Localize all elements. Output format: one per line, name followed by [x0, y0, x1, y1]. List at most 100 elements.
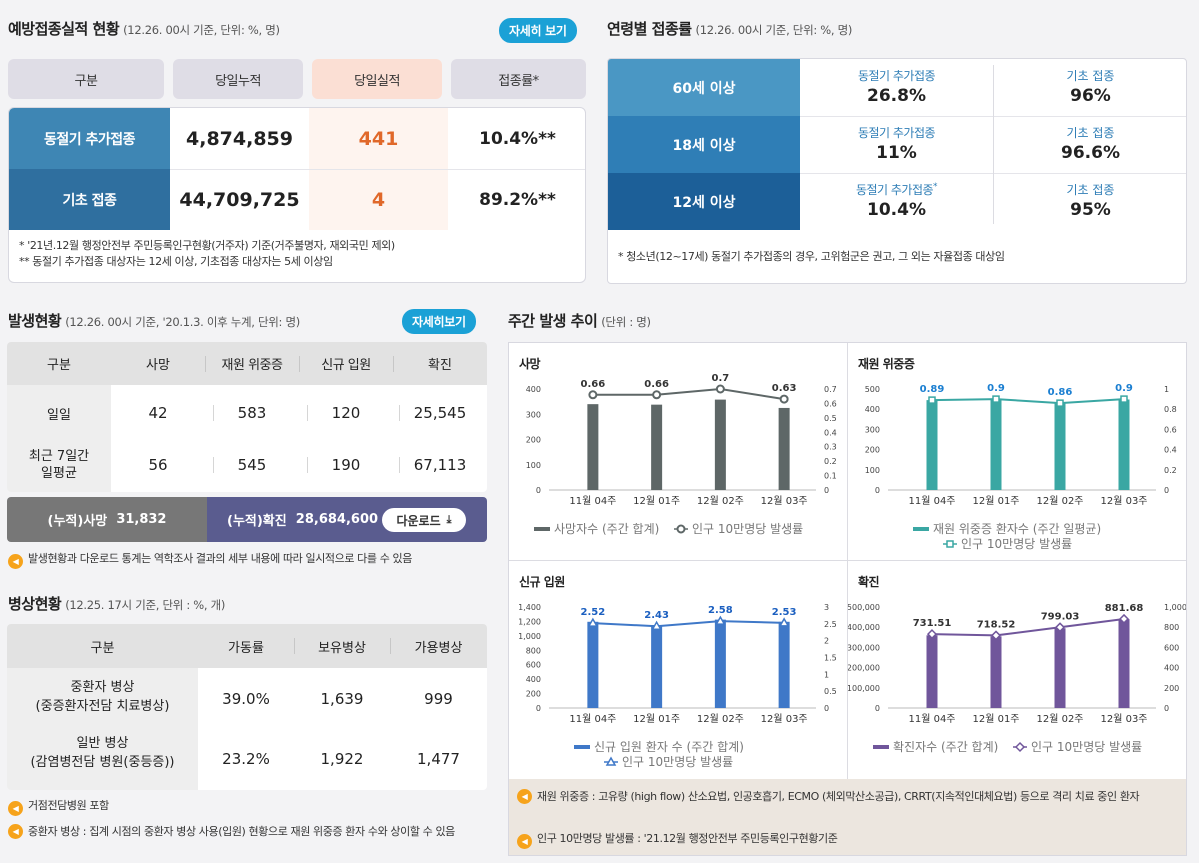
y2-tick-label: 2 — [824, 637, 829, 646]
occ-row-weekly-label: 최근 7일간 일평균 — [28, 449, 90, 481]
legend-line-marker — [946, 540, 954, 548]
age-12-basic: 기초 접종 95% — [1066, 183, 1115, 220]
beds-header-owned: 보유병상 — [318, 640, 366, 656]
chart-title: 확진 — [858, 575, 880, 589]
rate-point — [1054, 622, 1066, 633]
legend-line-label: 인구 10만명당 발생률 — [622, 755, 733, 769]
bar — [1118, 399, 1130, 490]
legend-line-marker — [676, 524, 686, 534]
legend-bar-label: 확진자수 (주간 합계) — [893, 740, 998, 754]
occurrence-title: 발생현황 (12.26. 00시 기준, '20.1.3. 이후 누계, 단위: … — [8, 312, 300, 330]
rate-point — [926, 629, 938, 640]
bar — [1054, 628, 1066, 708]
legend-line-marker — [605, 756, 617, 766]
y-tick-label: 500 — [865, 385, 880, 394]
y2-tick-label: 0 — [824, 486, 829, 495]
vacc-header-cumulative: 당일누적 — [173, 59, 303, 99]
vacc-basic-cumulative: 44,709,725 — [179, 188, 300, 211]
bar — [714, 619, 726, 708]
x-tick-label: 12월 02주 — [697, 495, 744, 507]
y2-tick-label: 200 — [1164, 684, 1179, 693]
rate-point — [1056, 399, 1064, 407]
beds-row-icu-label: 중환자 병상 (중증환자전담 치료병상) — [35, 680, 170, 714]
x-tick-label: 12월 01주 — [972, 713, 1019, 725]
occ-weekly-admit: 190 — [331, 456, 361, 474]
beds-row-general-label: 일반 병상 (감염병전담 병원(중등증)) — [30, 736, 175, 770]
chart-title: 신규 입원 — [519, 575, 565, 589]
bar — [926, 635, 938, 708]
legend-bar-label: 신규 입원 환자 수 (주간 합계) — [594, 740, 744, 754]
x-tick-label: 12월 01주 — [633, 713, 680, 725]
speaker-icon: ◀ — [517, 789, 532, 804]
vacc-row-basic-label: 기초 접종 — [9, 169, 170, 230]
rate-point — [652, 390, 662, 400]
occ-header-severe: 재원 위중증 — [221, 358, 283, 373]
vacc-booster-rate: 10.4%** — [479, 128, 556, 149]
rate-point — [928, 396, 936, 404]
speaker-icon: ◀ — [8, 554, 23, 569]
x-tick-label: 12월 03주 — [761, 495, 808, 507]
data-label: 0.9 — [987, 383, 1005, 394]
data-label: 799.03 — [1041, 611, 1080, 622]
legend-line-label: 인구 10만명당 발생률 — [961, 537, 1072, 551]
rate-point — [587, 617, 599, 627]
occurrence-note: ◀ 발생현황과 다운로드 통계는 역학조사 결과의 세부 내용에 따라 일시적으로… — [8, 551, 412, 569]
data-label: 0.86 — [1048, 387, 1073, 398]
occurrence-detail-button[interactable]: 자세히보기 — [402, 309, 476, 334]
rate-point — [778, 617, 790, 627]
rate-point — [715, 384, 725, 394]
rate-line — [931, 398, 1125, 405]
x-tick-label: 11월 04주 — [569, 713, 616, 725]
bar — [651, 404, 663, 490]
vaccination-detail-button[interactable]: 자세히 보기 — [499, 18, 577, 43]
y-tick-label: 0 — [536, 486, 541, 495]
y2-tick-label: 600 — [1164, 643, 1179, 652]
y-tick-label: 300 — [865, 425, 880, 434]
occurrence-table: 구분 사망 재원 위중증 신규 입원 확진 일일 42 583 120 25,5… — [7, 342, 487, 492]
rate-point — [1120, 395, 1128, 403]
y2-tick-label: 400 — [1164, 664, 1179, 673]
age-60-label: 60세 이상 — [608, 59, 800, 116]
age-12-booster: 동절기 추가접종* 10.4% — [855, 182, 938, 220]
data-label: 0.9 — [1115, 383, 1133, 394]
download-button[interactable]: 다운로드 ⤓ — [382, 508, 466, 532]
y-tick-label: 800 — [526, 646, 541, 655]
y-tick-label: 600 — [526, 661, 541, 670]
speaker-icon: ◀ — [8, 801, 23, 816]
y-tick-label: 100 — [865, 466, 880, 475]
beds-table: 구분 가동률 보유병상 가용병상 중환자 병상 (중증환자전담 치료병상) 39.… — [7, 624, 487, 790]
data-label: 2.52 — [581, 607, 606, 618]
beds-header-rate: 가동률 — [228, 640, 264, 656]
x-tick-label: 11월 04주 — [908, 713, 955, 725]
occ-daily-death: 42 — [148, 404, 168, 422]
chart-death: 사망 0 100 200 300 400 0 0.1 0.2 0.3 0.4 0.5 0.6 0.7 11월… — [509, 343, 846, 559]
bar — [990, 399, 1002, 490]
vacc-booster-cumulative: 4,874,859 — [186, 127, 293, 150]
y2-tick-label: 0.8 — [1164, 405, 1177, 414]
vacc-notes: * '21년.12월 행정안전부 주민등록인구현황(거주자) 기준(거주불명자,… — [19, 239, 395, 268]
age-60-booster: 동절기 추가접종 26.8% — [857, 69, 936, 106]
y-tick-label: 100,000 — [848, 684, 880, 693]
rate-point — [715, 615, 726, 625]
bar — [990, 636, 1002, 708]
x-tick-label: 12월 01주 — [633, 495, 680, 507]
legend-bar-label: 사망자수 (주간 합계) — [554, 522, 659, 536]
occ-weekly-severe: 545 — [237, 456, 267, 474]
y-tick-label: 1,200 — [518, 617, 541, 626]
legend-line-marker — [1014, 741, 1026, 753]
x-tick-label: 12월 03주 — [1100, 713, 1147, 725]
cum-death-box: (누적)사망 31,832 — [7, 497, 207, 542]
rate-line — [931, 617, 1125, 637]
beds-title: 병상현황 (12.25. 17시 기준, 단위 : %, 개) — [8, 595, 226, 613]
age-18-booster: 동절기 추가접종 11% — [857, 126, 936, 163]
beds-icu-rate: 39.0% — [222, 690, 270, 708]
occ-daily-severe: 583 — [237, 404, 267, 422]
y-tick-label: 0 — [536, 704, 541, 713]
bar — [778, 621, 790, 708]
y2-tick-label: 0.6 — [1164, 425, 1177, 434]
rate-point — [1118, 613, 1130, 625]
y-tick-label: 300,000 — [848, 643, 880, 652]
vaccination-title: 예방접종실적 현황 (12.26. 00시 기준, 단위: %, 명) — [8, 20, 280, 38]
y2-tick-label: 800 — [1164, 623, 1179, 632]
y-tick-label: 200 — [526, 690, 541, 699]
